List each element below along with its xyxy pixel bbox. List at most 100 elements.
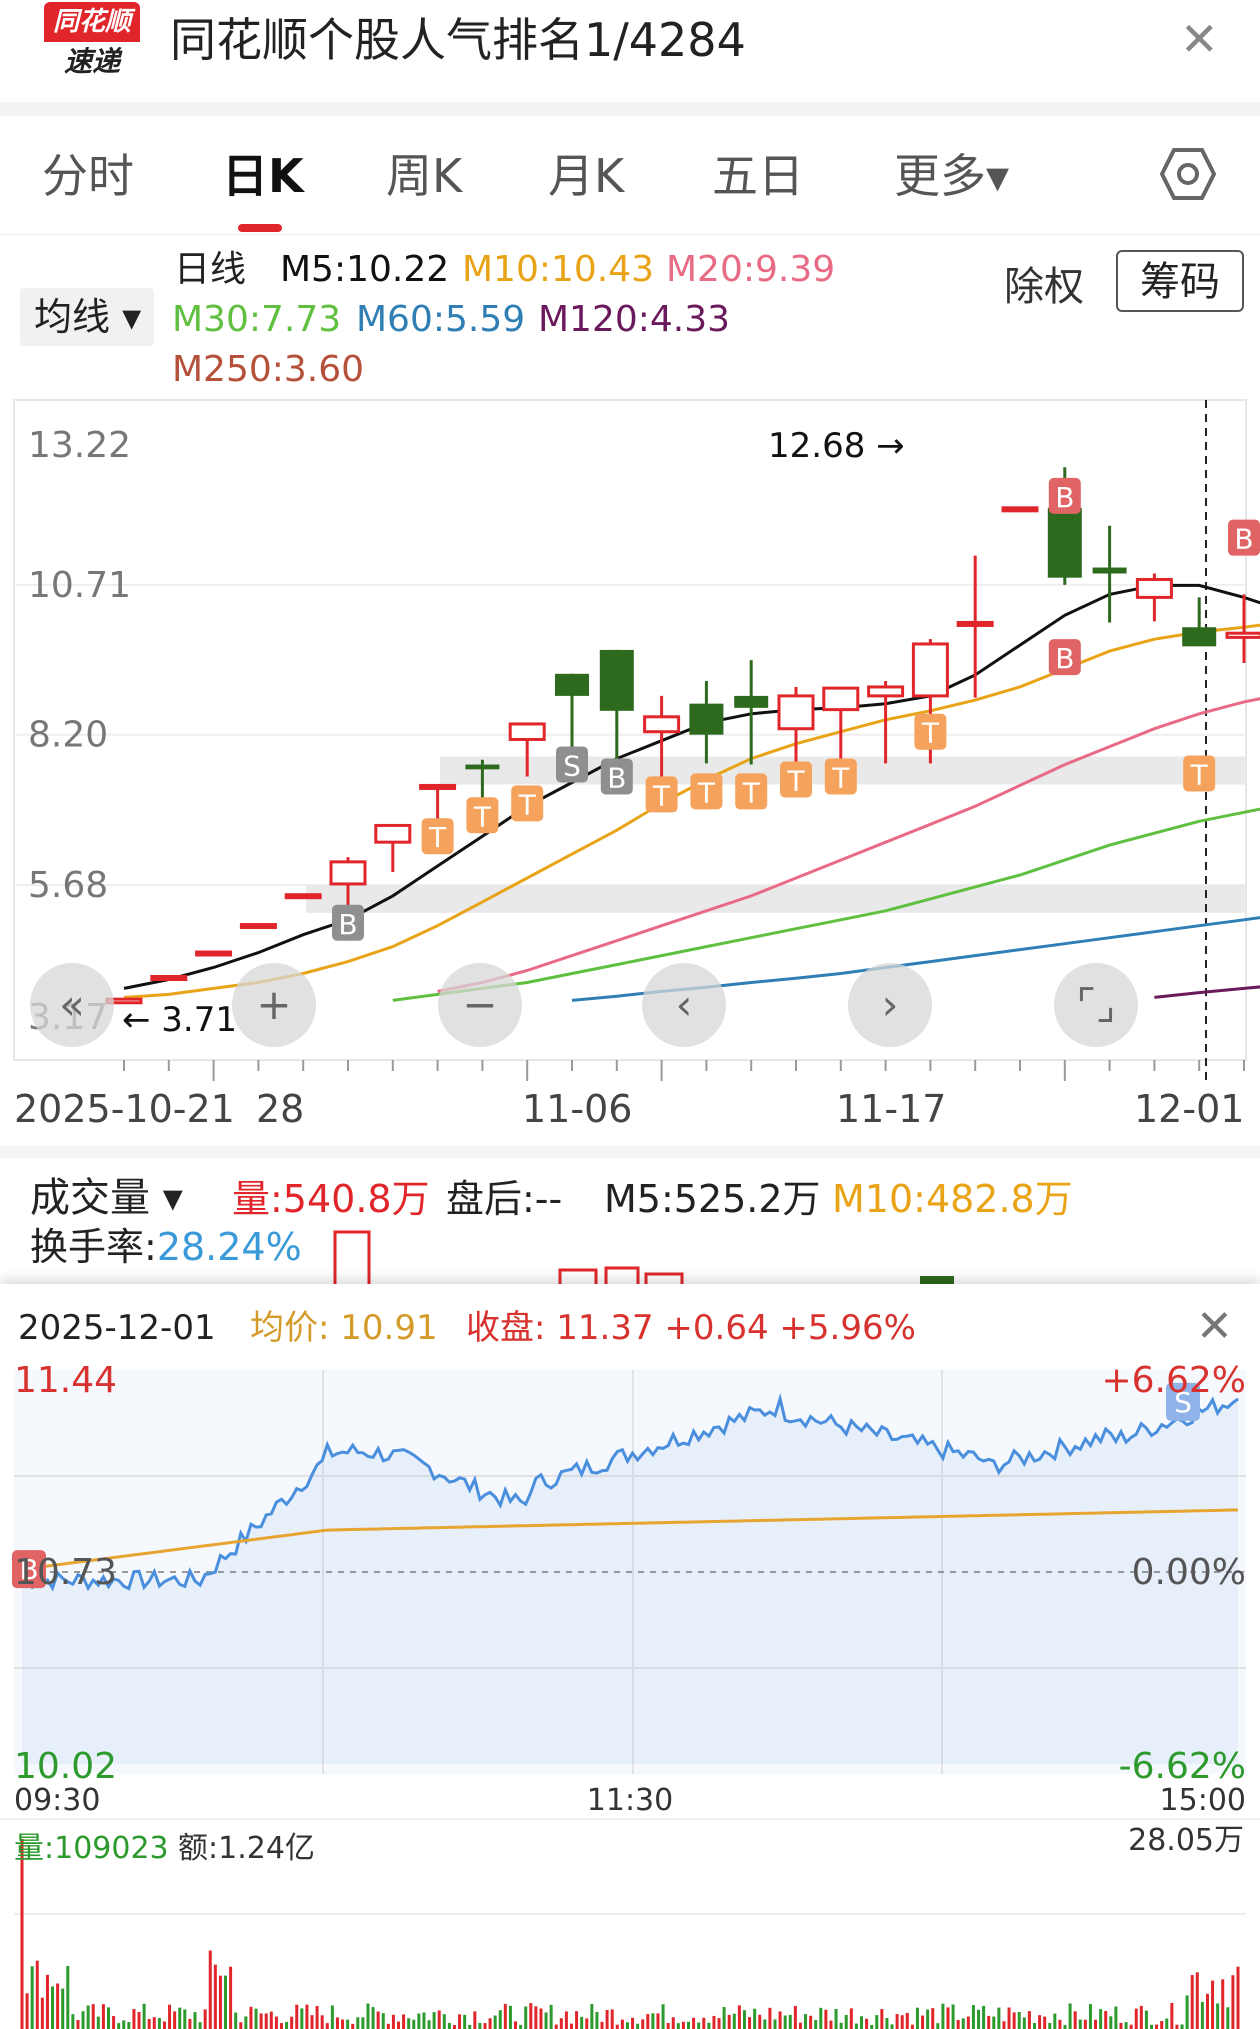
trade-marker-letter: T	[921, 717, 940, 750]
indicator-select[interactable]: 均线 ▾	[20, 288, 154, 346]
candle-body	[956, 620, 994, 627]
scroll-start-icon[interactable]	[30, 963, 114, 1047]
candle	[150, 974, 188, 981]
volume-bar	[1058, 2019, 1062, 2029]
next-icon-glyph[interactable]: ›	[882, 980, 899, 1029]
chart-nav-buttons[interactable]: « + − ‹ › ⌜⌟	[30, 963, 1138, 1047]
volume-bar	[905, 2012, 909, 2029]
volume-bar	[508, 2005, 512, 2029]
volume-bar	[1012, 2012, 1016, 2029]
chuquan-button[interactable]: 除权	[1004, 264, 1084, 310]
volume-bar	[722, 2007, 726, 2029]
volume-bar	[224, 1975, 228, 2029]
tab-rik[interactable]: 日K	[222, 149, 304, 203]
volume-bar	[1114, 2006, 1118, 2029]
volume-bar	[666, 2023, 670, 2029]
volume-bar	[956, 2019, 960, 2029]
tab-fenshi[interactable]: 分时	[42, 149, 134, 203]
prev-icon[interactable]	[642, 963, 726, 1047]
volume-bar	[829, 2020, 833, 2029]
trade-marker-letter: B	[1055, 642, 1074, 675]
trade-marker-letter: B	[338, 908, 357, 941]
volume-bar	[310, 2015, 314, 2029]
volume-bars-peek	[333, 1230, 954, 1286]
candle	[555, 673, 589, 754]
intraday-lines	[21, 1392, 1239, 1764]
volume-bar	[203, 2009, 207, 2029]
volume-bar	[315, 2005, 319, 2029]
volume-bar	[966, 2016, 970, 2029]
kline-chart[interactable]: TTTTTTTTTTTTTBSBBBB13.2210.718.205.683.1…	[0, 395, 1260, 1085]
volume-bar	[1078, 2019, 1082, 2029]
volume-indicator-select[interactable]: 成交量 ▾	[30, 1175, 183, 1221]
volume-bar	[1170, 2003, 1174, 2029]
volume-bar	[951, 2004, 955, 2029]
next-icon[interactable]	[848, 963, 932, 1047]
settings-icon[interactable]	[1160, 146, 1216, 202]
fullscreen-icon-glyph[interactable]: ⌜⌟	[1076, 980, 1115, 1029]
volume-bar	[1073, 2011, 1077, 2029]
ma20-line	[437, 697, 1260, 993]
date-tick: 12-01	[1134, 1087, 1245, 1131]
volume-bar	[600, 2021, 604, 2029]
volume-bar	[157, 2017, 161, 2029]
volume-bar	[305, 2004, 309, 2029]
fullscreen-icon[interactable]	[1054, 963, 1138, 1047]
volume-bar	[1043, 2016, 1047, 2029]
volume-bar	[793, 2005, 797, 2029]
volume-bar	[1144, 2010, 1148, 2029]
volume-bar	[681, 2021, 685, 2029]
zoom-in-icon[interactable]	[232, 963, 316, 1047]
volume-bar	[106, 2007, 110, 2029]
candle-body	[374, 823, 412, 844]
intraday-chart[interactable]: B S 11.44 10.73 10.02 +6.62% 0.00% -6.62% 09:30 1…	[0, 1284, 1260, 2029]
period-tabs: 分时 日K 周K 月K 五日 更多▾	[0, 116, 1260, 235]
tab-zhouk[interactable]: 周K	[386, 149, 463, 203]
vol-max-label: 28.05万	[1128, 1823, 1244, 1858]
trade-marker	[466, 797, 499, 834]
chouma-button[interactable]: 筹码	[1116, 250, 1244, 312]
volume-bar	[1094, 2019, 1098, 2029]
close-icon[interactable]: ✕	[1180, 12, 1219, 66]
zoom-out-icon[interactable]	[438, 963, 522, 1047]
tab-wuri[interactable]: 五日	[712, 149, 804, 203]
close-icon[interactable]: ✕	[1196, 1301, 1233, 1352]
volume-bar	[447, 2022, 451, 2029]
zoom-out-icon-glyph[interactable]: −	[462, 980, 497, 1029]
volume-bar	[468, 2024, 472, 2029]
volume-bar	[112, 2015, 116, 2029]
volume-bar	[330, 2005, 334, 2029]
volume-bar	[524, 2006, 528, 2029]
volume-bar	[30, 1966, 34, 2029]
volume-bar	[977, 2009, 981, 2029]
volume-bar	[1002, 2021, 1006, 2029]
volume-bar	[859, 2016, 863, 2029]
candle	[643, 695, 681, 786]
volume-bar	[427, 2020, 431, 2029]
volume-bar	[615, 2024, 619, 2029]
ma60-value: M60:5.59	[356, 299, 526, 340]
prev-icon-glyph[interactable]: ‹	[676, 980, 693, 1029]
zoom-in-icon-glyph[interactable]: +	[256, 980, 291, 1029]
y-left-label: 10.73	[14, 1552, 117, 1593]
trade-marker	[332, 904, 364, 941]
volume-bar	[987, 2015, 991, 2029]
scroll-start-icon-glyph[interactable]: «	[59, 980, 85, 1029]
volume-bar	[620, 2019, 624, 2029]
tab-more[interactable]: 更多▾	[894, 149, 1010, 203]
volume-bar	[127, 2022, 131, 2029]
trade-marker-letter: T	[652, 779, 671, 812]
candle-body	[1092, 567, 1127, 574]
volume-bar	[865, 2018, 869, 2029]
volume-bar	[1165, 2018, 1169, 2029]
volume-bar	[45, 1974, 49, 2029]
volume-bar	[753, 2008, 757, 2029]
amount-label: 额:1.24亿	[178, 1831, 315, 1866]
tab-yuek[interactable]: 月K	[548, 149, 625, 203]
candle	[1092, 525, 1127, 623]
volume-bar	[1190, 1975, 1194, 2029]
candle-body	[508, 722, 546, 741]
volume-bar	[768, 2007, 772, 2029]
volume-bar	[1017, 2012, 1021, 2029]
volume-bar	[300, 2008, 304, 2029]
